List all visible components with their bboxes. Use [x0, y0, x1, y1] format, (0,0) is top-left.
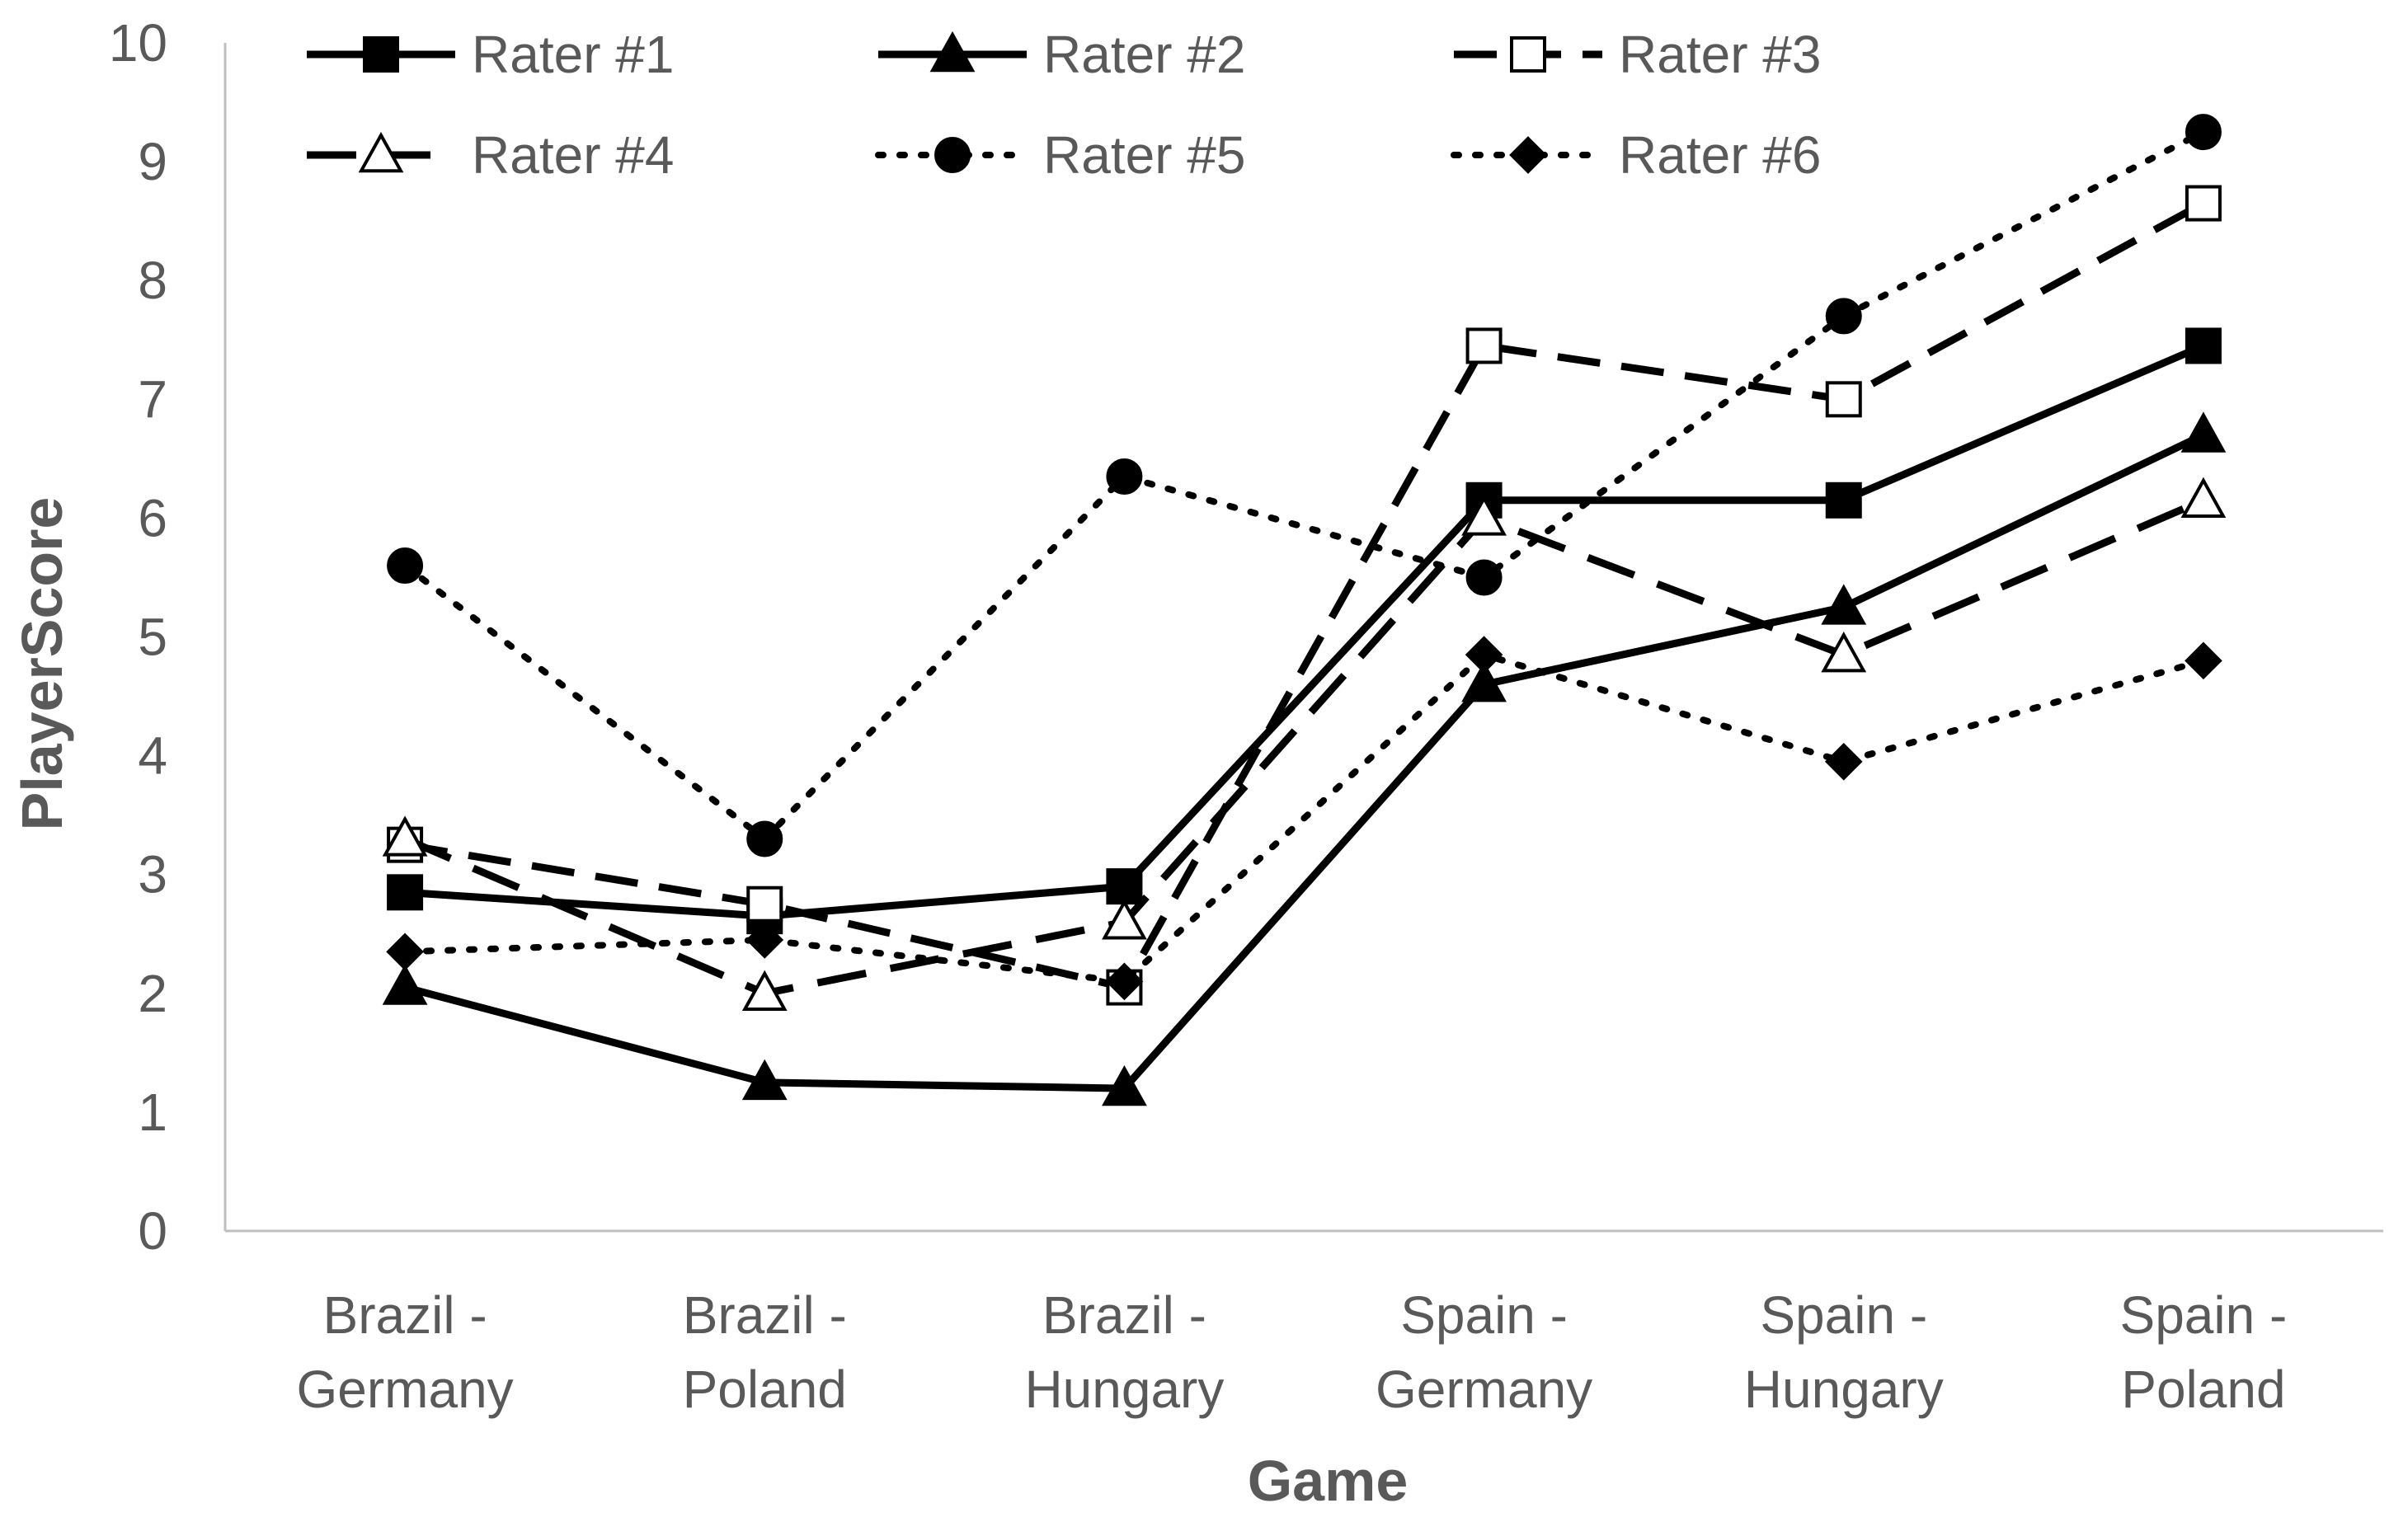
- data-point: [1105, 962, 1144, 1001]
- x-tick-label: Spain -Germany: [1376, 1285, 1592, 1419]
- axes: 0 1 2 3 4 5 6 7 8 9 10 Brazil -Germany Brazil -Polan…: [109, 13, 2383, 1419]
- data-point: [745, 921, 784, 959]
- data-point: [386, 932, 424, 971]
- series-line: [402, 129, 2207, 843]
- y-tick-label: 3: [138, 845, 167, 904]
- legend: Rater #1 Rater #2 Rater #3 Rater #4 Rater #5…: [307, 25, 1821, 185]
- x-tick-label: Brazil -Poland: [683, 1285, 847, 1419]
- series-1: [387, 327, 2222, 935]
- data-point: [2185, 641, 2222, 680]
- y-tick-label: 8: [138, 251, 167, 310]
- data-point: [1461, 495, 1507, 536]
- legend-item: Rater #3: [1454, 25, 1821, 84]
- legend-item: Rater #6: [1451, 125, 1821, 185]
- data-point: [2185, 114, 2222, 151]
- data-point: [1465, 327, 1503, 364]
- legend-item: Rater #1: [307, 25, 674, 84]
- series-4: [382, 477, 2227, 1011]
- legend-label: Rater #2: [1043, 25, 1245, 84]
- data-point: [1824, 742, 1863, 781]
- y-tick-label: 7: [138, 369, 167, 429]
- legend-marker: [1510, 36, 1546, 73]
- data-point: [382, 964, 428, 1005]
- legend-marker: [934, 137, 971, 173]
- data-point: [1821, 631, 1867, 673]
- legend-marker: [929, 31, 976, 73]
- data-point: [1106, 868, 1143, 905]
- series-2: [382, 411, 2227, 1106]
- series-line: [404, 200, 2206, 992]
- y-tick-label: 4: [138, 726, 167, 786]
- y-tick-label: 0: [138, 1201, 167, 1261]
- series-6: [386, 636, 2222, 1001]
- series-line: [403, 431, 2205, 1092]
- y-tick-label: 6: [138, 488, 167, 547]
- y-tick-label: 5: [138, 608, 167, 667]
- data-point: [1825, 298, 1862, 335]
- legend-label: Rater #4: [472, 125, 674, 185]
- data-point: [387, 547, 424, 585]
- data-point: [746, 885, 783, 923]
- y-tick-label: 1: [138, 1083, 167, 1142]
- series-line: [404, 342, 2205, 920]
- data-point: [1825, 481, 1862, 519]
- data-point: [741, 970, 788, 1011]
- y-tick-label: 9: [138, 132, 167, 191]
- data-point: [1465, 636, 1503, 674]
- legend-marker: [358, 131, 404, 173]
- legend-item: Rater #4: [307, 125, 674, 185]
- data-point: [1102, 1064, 1147, 1106]
- legend-item: Rater #2: [878, 25, 1245, 84]
- legend-label: Rater #3: [1619, 25, 1821, 84]
- legend-label: Rater #1: [472, 25, 674, 84]
- data-point: [746, 820, 783, 857]
- legend-marker: [1509, 136, 1547, 174]
- data-point: [387, 874, 424, 911]
- x-tick-label: Spain -Hungary: [1744, 1285, 1944, 1419]
- data-point: [1102, 899, 1147, 940]
- data-point: [1465, 559, 1503, 596]
- series-line: [403, 496, 2205, 998]
- series-layer: [382, 114, 2227, 1106]
- data-point: [741, 1059, 788, 1101]
- legend-label: Rater #6: [1619, 125, 1821, 185]
- series-line: [402, 651, 2207, 985]
- data-point: [382, 815, 428, 857]
- y-tick-label: 10: [109, 13, 167, 73]
- data-point: [1106, 458, 1143, 495]
- data-point: [2185, 185, 2222, 222]
- series-5: [387, 114, 2222, 857]
- y-tick-label: 2: [138, 964, 167, 1023]
- x-tick-label: Brazil -Germany: [296, 1285, 513, 1419]
- legend-label: Rater #5: [1043, 125, 1245, 185]
- series-3: [387, 185, 2222, 1006]
- data-point: [2180, 477, 2227, 518]
- data-point: [2180, 411, 2227, 453]
- data-point: [2185, 327, 2222, 364]
- legend-marker: [363, 36, 399, 73]
- legend-item: Rater #5: [875, 125, 1245, 185]
- data-point: [1825, 381, 1862, 418]
- data-point: [1461, 661, 1507, 702]
- x-tick-label: Spain -Poland: [2120, 1285, 2288, 1419]
- y-axis-title: PlayerScore: [10, 497, 74, 831]
- x-axis-title: Game: [1248, 1449, 1409, 1513]
- data-point: [1821, 584, 1867, 625]
- x-tick-label: Brazil -Hungary: [1024, 1285, 1224, 1419]
